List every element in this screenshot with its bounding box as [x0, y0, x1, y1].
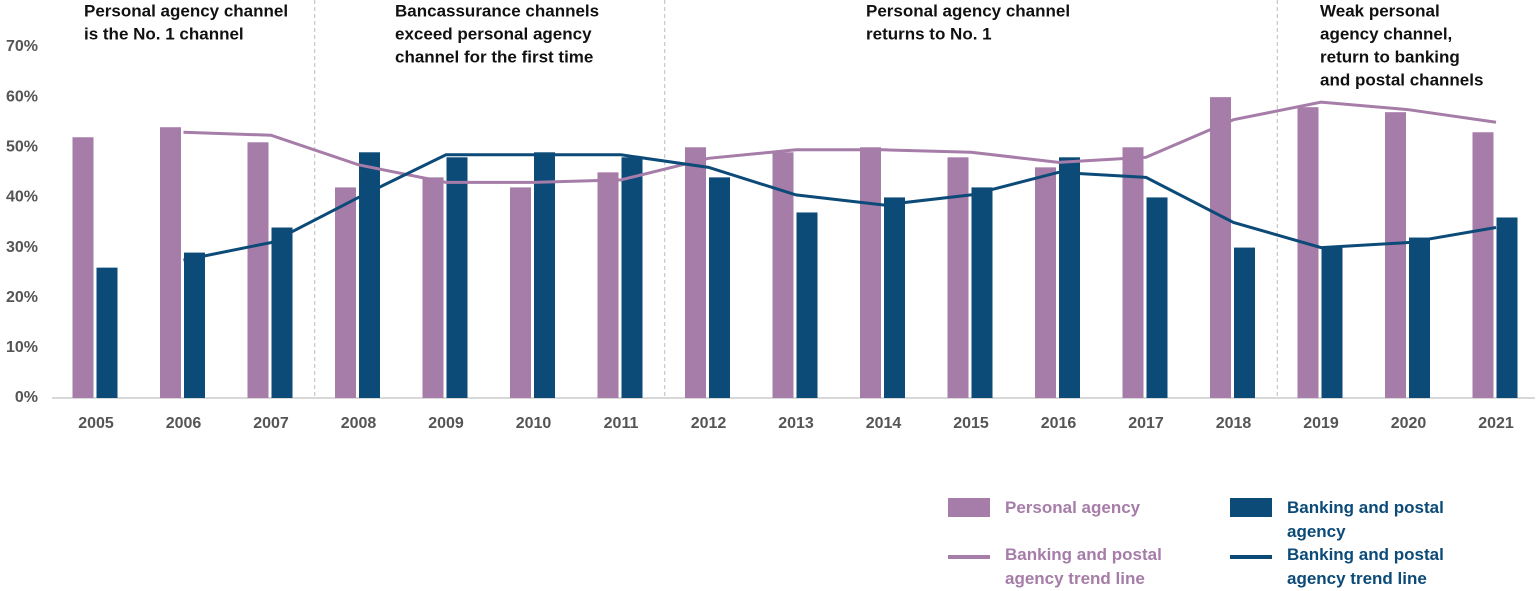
- bar: [947, 157, 969, 398]
- x-tick-label: 2014: [866, 415, 902, 432]
- legend-item: Personal agency: [948, 496, 1215, 520]
- legend-label: Banking and postal agency trend line: [1005, 545, 1162, 588]
- bar: [1472, 132, 1494, 398]
- bar: [1234, 247, 1255, 398]
- x-tick-label: 2008: [341, 415, 377, 432]
- y-tick-label: 50%: [6, 139, 38, 156]
- bar: [709, 177, 730, 398]
- x-tick-label: 2006: [166, 415, 202, 432]
- trend-line: [183, 153, 1497, 262]
- bar: [1297, 107, 1319, 399]
- bar: [510, 187, 531, 398]
- y-tick-label: 40%: [6, 189, 38, 206]
- annotation: agency channel,: [1320, 24, 1452, 43]
- annotation: Personal agency channel: [84, 1, 288, 20]
- legend-item: Banking and postal agency: [1230, 496, 1497, 544]
- bar: [1035, 167, 1056, 398]
- bar: [72, 137, 94, 398]
- x-tick-label: 2017: [1128, 415, 1164, 432]
- y-tick-label: 20%: [6, 289, 38, 306]
- bar: [96, 267, 118, 398]
- annotation: and postal channels: [1320, 70, 1483, 89]
- bar: [359, 152, 380, 398]
- bar: [160, 127, 181, 398]
- legend-swatch: [1230, 498, 1272, 517]
- trend-line: [183, 100, 1497, 184]
- annotation: Weak personal: [1320, 1, 1440, 20]
- bar: [1122, 147, 1144, 398]
- bar: [446, 157, 468, 398]
- legend-swatch: [1230, 555, 1272, 559]
- bar: [1210, 97, 1231, 399]
- bar: [860, 147, 881, 398]
- bar: [1059, 157, 1080, 398]
- bar: [271, 227, 293, 398]
- legend-label: Banking and postal agency: [1287, 498, 1444, 541]
- bar: [335, 187, 356, 398]
- bar: [1385, 112, 1406, 398]
- bar: [247, 142, 269, 398]
- bar: [1321, 247, 1343, 398]
- annotation: exceed personal agency: [395, 24, 592, 43]
- legend-swatch: [948, 555, 990, 559]
- x-tick-label: 2013: [778, 415, 814, 432]
- x-tick-label: 2005: [78, 415, 114, 432]
- y-tick-label: 10%: [6, 339, 38, 356]
- bar: [621, 157, 643, 398]
- bar: [971, 187, 993, 398]
- bar: [422, 177, 444, 398]
- annotation: returns to No. 1: [866, 24, 992, 43]
- x-tick-label: 2007: [253, 415, 289, 432]
- y-tick-label: 30%: [6, 239, 38, 256]
- bar: [884, 197, 905, 398]
- bar: [1409, 237, 1430, 398]
- bar: [796, 212, 818, 398]
- x-tick-label: 2016: [1041, 415, 1077, 432]
- bar: [597, 172, 619, 398]
- bar: [1146, 197, 1168, 398]
- y-tick-label: 70%: [6, 38, 38, 55]
- y-tick-label: 60%: [6, 88, 38, 105]
- legend-item: Banking and postal agency trend line: [948, 543, 1215, 591]
- legend-item: Banking and postal agency trend line: [1230, 543, 1497, 591]
- annotation: return to banking: [1320, 47, 1460, 66]
- bar: [1496, 217, 1518, 398]
- x-tick-label: 2018: [1216, 415, 1252, 432]
- y-tick-label: 0%: [15, 389, 38, 406]
- bar: [772, 152, 794, 398]
- legend-swatch: [948, 498, 990, 517]
- annotation: Bancassurance channels: [395, 1, 599, 20]
- x-tick-label: 2020: [1391, 415, 1427, 432]
- x-tick-label: 2015: [953, 415, 989, 432]
- legend-label: Banking and postal agency trend line: [1287, 545, 1444, 588]
- x-tick-label: 2009: [428, 415, 464, 432]
- x-tick-label: 2012: [691, 415, 727, 432]
- x-tick-label: 2019: [1303, 415, 1339, 432]
- annotation: Personal agency channel: [866, 1, 1070, 20]
- annotation: channel for the first time: [395, 47, 593, 66]
- bar: [184, 252, 205, 398]
- x-tick-label: 2021: [1478, 415, 1514, 432]
- x-tick-label: 2011: [604, 415, 639, 432]
- bar: [685, 147, 706, 398]
- annotation: is the No. 1 channel: [84, 24, 244, 43]
- bar: [534, 152, 555, 398]
- x-tick-label: 2010: [516, 415, 552, 432]
- legend-label: Personal agency: [1005, 498, 1141, 517]
